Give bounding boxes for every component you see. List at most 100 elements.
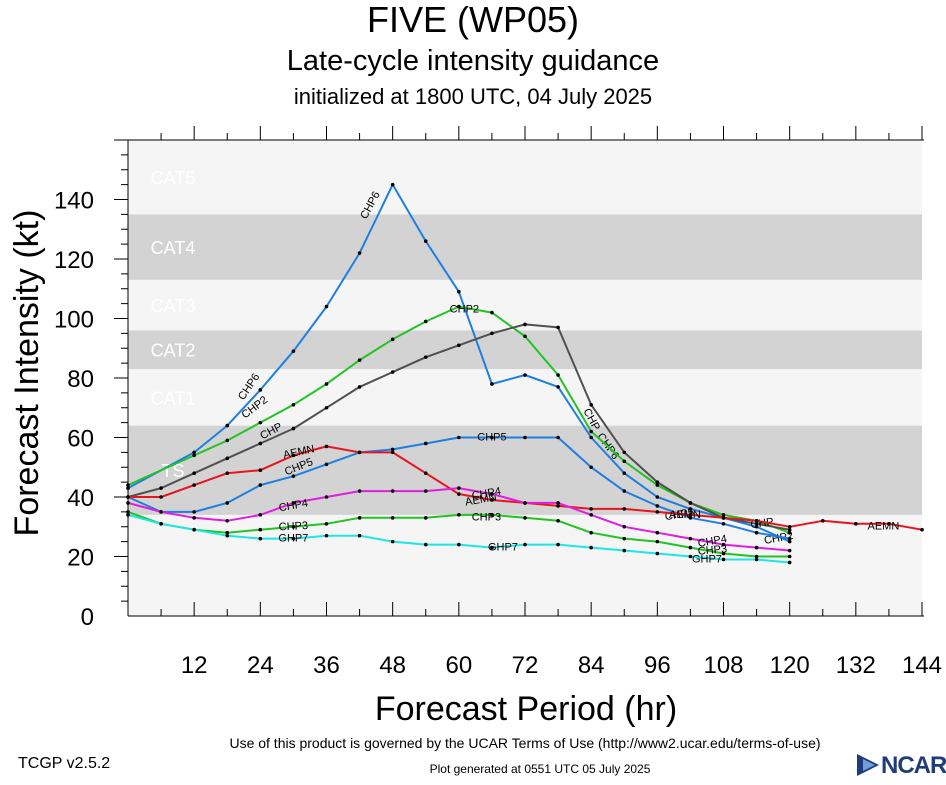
data-point [622, 524, 627, 529]
y-tick-label: 0 [81, 604, 94, 631]
data-point [523, 322, 527, 327]
data-point [622, 548, 627, 553]
data-point [291, 501, 296, 505]
x-tick-label: 144 [902, 652, 942, 679]
data-point [688, 507, 693, 511]
data-point [192, 527, 196, 532]
series-label: AEMN [669, 509, 701, 521]
y-tick-label: 100 [54, 307, 94, 334]
x-axis-label: Forecast Period (hr) [375, 690, 677, 728]
data-point [556, 519, 560, 523]
data-point [357, 489, 362, 493]
data-point [357, 516, 362, 520]
x-tick-label: 24 [247, 652, 274, 679]
data-point [258, 468, 263, 473]
data-point [291, 524, 296, 529]
series-label: CHP4 [278, 497, 309, 514]
x-tick-label: 72 [512, 652, 539, 679]
data-point [357, 251, 362, 255]
data-point [390, 370, 395, 374]
version-label: TCGP v2.5.2 [18, 755, 111, 772]
data-point [655, 530, 660, 535]
data-point [754, 554, 759, 559]
data-point [291, 536, 296, 541]
data-point [324, 495, 329, 499]
data-point [622, 489, 627, 493]
data-point [258, 536, 263, 541]
x-tick-label: 36 [313, 652, 340, 679]
data-point [589, 465, 593, 470]
data-point [423, 239, 428, 243]
data-point [490, 310, 494, 315]
data-point [291, 402, 296, 407]
data-point [622, 450, 627, 455]
data-point [556, 325, 560, 330]
data-point [423, 319, 428, 324]
data-point [787, 539, 792, 544]
data-point [357, 450, 362, 455]
data-point [688, 516, 693, 520]
data-point [192, 471, 196, 476]
data-point [754, 530, 759, 535]
data-point [523, 501, 527, 505]
data-point [324, 382, 329, 386]
data-point [622, 471, 627, 476]
data-point [490, 331, 494, 336]
data-point [688, 513, 693, 517]
data-point [589, 513, 593, 517]
data-point [655, 504, 660, 508]
data-point [258, 420, 263, 425]
series-label: AEMN [868, 521, 900, 533]
init-time: initialized at 1800 UTC, 04 July 2025 [293, 84, 653, 109]
data-point [655, 480, 660, 484]
data-point [357, 358, 362, 362]
data-point [490, 545, 494, 550]
data-point [556, 501, 560, 505]
data-point [589, 402, 593, 407]
category-band-label: CAT5 [151, 168, 196, 188]
series-label: CHP3 [278, 520, 308, 534]
category-band-label: CAT1 [151, 388, 196, 408]
y-tick-label: 20 [67, 545, 94, 572]
series-label: CHP3 [472, 512, 501, 524]
data-point [589, 429, 593, 434]
data-point [920, 527, 924, 532]
data-point [887, 521, 891, 526]
data-point [721, 516, 726, 520]
category-band [128, 279, 922, 331]
y-tick-label: 60 [67, 426, 94, 453]
category-band-label: CAT3 [151, 296, 196, 316]
data-point [589, 530, 593, 535]
data-point [523, 334, 527, 339]
data-point [457, 513, 461, 517]
data-point [688, 545, 693, 550]
data-point [423, 441, 428, 446]
data-point [721, 521, 726, 526]
data-point [787, 554, 792, 559]
data-point [457, 486, 461, 490]
data-point [423, 489, 428, 493]
category-band-label: CAT2 [151, 341, 196, 361]
data-point [225, 501, 230, 505]
data-point [787, 524, 792, 529]
data-point [390, 516, 395, 520]
data-point [490, 382, 494, 386]
data-point [423, 516, 428, 520]
series-label: CHP4 [697, 533, 728, 550]
data-point [754, 521, 759, 526]
data-point [655, 510, 660, 514]
data-point [457, 492, 461, 496]
data-point [258, 441, 263, 446]
data-point [324, 533, 329, 538]
data-point [556, 385, 560, 389]
data-point [556, 504, 560, 508]
data-point [820, 519, 825, 523]
data-point [357, 533, 362, 538]
series-label: GHP7 [692, 553, 722, 565]
data-point [523, 373, 527, 377]
data-point [390, 450, 395, 455]
data-point [688, 501, 693, 505]
data-point [324, 444, 329, 449]
series-label: CHP2 [450, 303, 479, 315]
